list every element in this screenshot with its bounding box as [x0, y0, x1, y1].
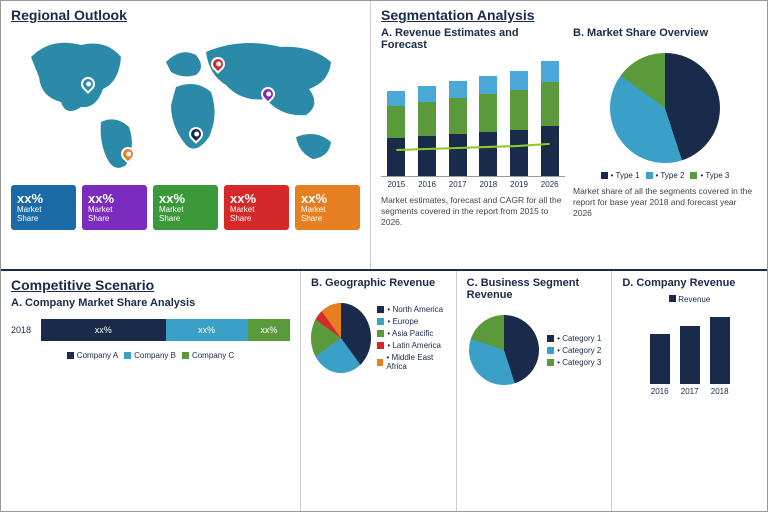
share-legend: • Type 1• Type 2• Type 3 — [573, 171, 757, 180]
biz-pie — [469, 315, 539, 385]
competitive-title: Competitive Scenario — [11, 277, 290, 293]
share-chart-title: B. Market Share Overview — [573, 27, 757, 39]
company-revenue-panel: D. Company Revenue Revenue 201620172018 — [612, 271, 767, 511]
world-map — [11, 27, 361, 177]
share-tile: xx%MarketShare — [11, 185, 76, 230]
geo-revenue-panel: B. Geographic Revenue • North America• E… — [301, 271, 457, 511]
map-pin — [186, 124, 206, 144]
map-pin — [258, 84, 278, 104]
company-rev-title: D. Company Revenue — [622, 277, 757, 289]
company-share-bar: 2018 xx%xx%xx% — [11, 319, 290, 341]
share-caption: Market share of all the segments covered… — [573, 186, 757, 219]
map-pin — [78, 74, 98, 94]
share-pie — [610, 53, 720, 163]
biz-title: C. Business Segment Revenue — [467, 277, 602, 301]
market-share-tiles: xx%MarketSharexx%MarketSharexx%MarketSha… — [11, 185, 360, 230]
company-legend: Company ACompany BCompany C — [11, 351, 290, 360]
share-year: 2018 — [11, 325, 41, 335]
geo-pie — [311, 303, 371, 373]
share-tile: xx%MarketShare — [153, 185, 218, 230]
biz-legend: • Category 1• Category 2• Category 3 — [547, 334, 601, 367]
segmentation-title: Segmentation Analysis — [381, 7, 757, 23]
regional-outlook-panel: Regional Outlook xx%MarketSharexx%Market… — [1, 1, 371, 269]
geo-title: B. Geographic Revenue — [311, 277, 446, 289]
biz-segment-panel: C. Business Segment Revenue • Category 1… — [457, 271, 613, 511]
company-rev-legend: Revenue — [622, 295, 757, 304]
segmentation-panel: Segmentation Analysis A. Revenue Estimat… — [371, 1, 767, 269]
share-tile: xx%MarketShare — [82, 185, 147, 230]
share-tile: xx%MarketShare — [224, 185, 289, 230]
map-pin — [118, 144, 138, 164]
revenue-chart-title: A. Revenue Estimates and Forecast — [381, 27, 565, 51]
share-tile: xx%MarketShare — [295, 185, 360, 230]
market-share-chart: B. Market Share Overview • Type 1• Type … — [573, 27, 757, 263]
competitive-panel: Competitive Scenario A. Company Market S… — [1, 271, 301, 511]
map-pin — [208, 54, 228, 74]
geo-legend: • North America• Europe• Asia Pacific• L… — [377, 305, 445, 371]
revenue-caption: Market estimates, forecast and CAGR for … — [381, 195, 565, 228]
regional-title: Regional Outlook — [11, 7, 360, 23]
revenue-forecast-chart: A. Revenue Estimates and Forecast 201520… — [381, 27, 565, 263]
share-analysis-title: A. Company Market Share Analysis — [11, 297, 290, 309]
